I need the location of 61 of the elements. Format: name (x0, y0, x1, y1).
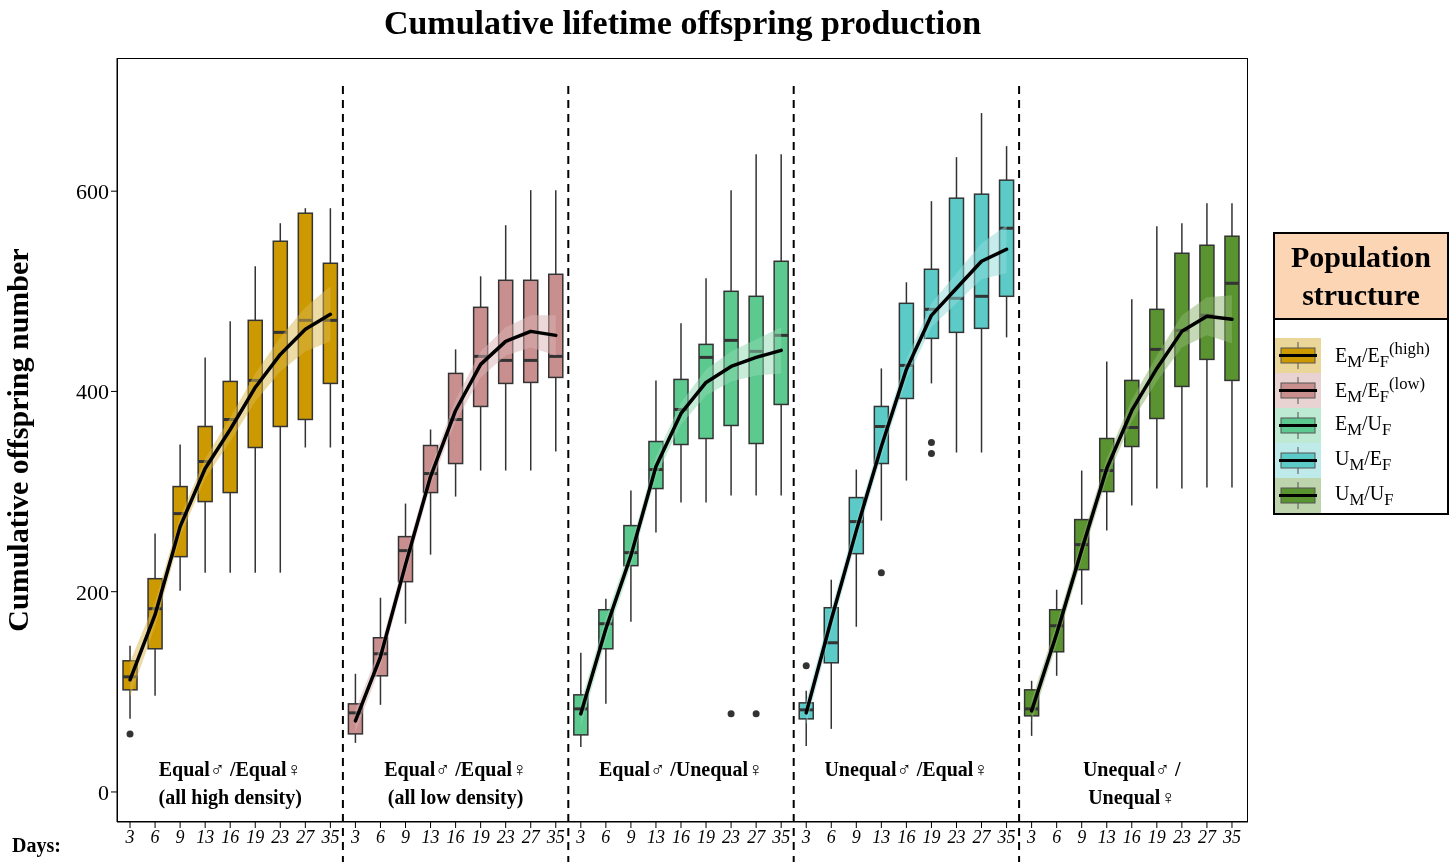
annotation: Unequal♂ / Unequal♀ (1081, 757, 1182, 811)
x-tick-label: 27 (747, 826, 767, 847)
x-tick-label: 13 (196, 826, 215, 847)
x-tick-label: 16 (446, 826, 465, 847)
x-tick-label: 9 (175, 826, 185, 847)
x-tick-label: 13 (421, 826, 440, 847)
x-tick-label: 3 (349, 826, 360, 847)
x-tick-label: 19 (697, 826, 716, 847)
x-tick-label: 23 (496, 826, 515, 847)
y-axis-title: Cumulative offspring number (0, 248, 34, 632)
x-tick-label: 16 (1122, 826, 1141, 847)
x-tick-label: 3 (800, 826, 811, 847)
legend-label: U$_{M}$/U$_{F}$ (1335, 481, 1394, 510)
x-tick-label: 6 (601, 826, 611, 847)
legend-label: U$_{M}$/E$_{F}$ (1335, 446, 1392, 475)
x-tick-label: 6 (375, 826, 385, 847)
x-tick-label: 6 (150, 826, 160, 847)
x-tick-label: 9 (626, 826, 636, 847)
x-tick-label: 19 (246, 826, 265, 847)
x-tick-label: 16 (221, 826, 240, 847)
x-tick-label: 3 (575, 826, 586, 847)
x-tick-label: 9 (401, 826, 411, 847)
x-tick-label: 19 (922, 826, 941, 847)
x-tick-label: 35 (1221, 826, 1241, 847)
annotation: Equal♂ /Unequal♀ (598, 757, 764, 783)
x-tick-label: 16 (672, 826, 690, 847)
x-tick-label: 3 (1026, 826, 1037, 847)
x-tick-label: 6 (1052, 826, 1062, 847)
x-tick-label: 27 (521, 826, 541, 847)
x-tick-label: 13 (872, 826, 891, 847)
annotation: Unequal♂ /Equal♀ (823, 757, 990, 783)
x-tick-label: 27 (972, 826, 992, 847)
x-tick-label: 19 (471, 826, 490, 847)
x-tick-label: 9 (1077, 826, 1087, 847)
y-tick-label: 400 (76, 379, 109, 405)
x-tick-label: 16 (897, 826, 916, 847)
x-tick-label: 27 (296, 826, 316, 847)
x-tick-label: 19 (1147, 826, 1166, 847)
annotation: Equal♂ /Equal♀ (all high density) (157, 757, 303, 811)
x-tick-label: 35 (771, 826, 791, 847)
x-tick-label: 23 (722, 826, 741, 847)
annotation: Equal♂ /Equal♀ (all low density) (383, 757, 528, 811)
y-tick-label: 200 (76, 579, 109, 605)
x-tick-label: 35 (996, 826, 1016, 847)
x-tick-label: 23 (271, 826, 290, 847)
x-tick-label: 23 (947, 826, 966, 847)
x-tick-label: 6 (826, 826, 836, 847)
x-tick-label: 13 (1097, 826, 1116, 847)
y-tick-label: 0 (98, 779, 109, 805)
x-tick-label: 9 (851, 826, 861, 847)
x-tick-label: 23 (1172, 826, 1191, 847)
x-tick-label: 35 (320, 826, 340, 847)
legend-label: E$_{M}$/U$_{F}$ (1335, 411, 1392, 440)
x-axis-title: Days: (12, 834, 61, 857)
y-tick-label: 600 (76, 178, 109, 204)
x-tick-label: 35 (545, 826, 565, 847)
x-tick-label: 3 (124, 826, 135, 847)
x-tick-label: 13 (646, 826, 665, 847)
chart-title: Cumulative lifetime offspring production (382, 4, 983, 42)
x-tick-label: 27 (1197, 826, 1217, 847)
legend-title: Population structure (1275, 234, 1447, 320)
